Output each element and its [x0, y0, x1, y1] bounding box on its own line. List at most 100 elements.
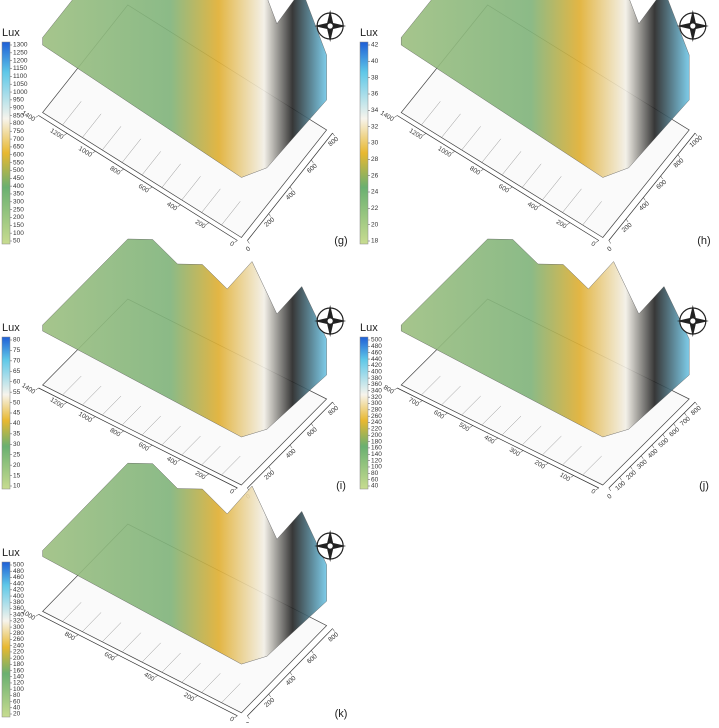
colorbar-tick-label: 380 [13, 599, 24, 606]
colorbar-tick-label: 1250 [13, 50, 28, 57]
left-axis-tick [595, 487, 599, 491]
left-axis [38, 614, 238, 717]
left-axis-tick-label: 1200 [408, 127, 424, 141]
colorbar-tick-label: 200 [13, 214, 24, 221]
colorbar-tick-label: 360 [13, 605, 24, 612]
colorbar-tick-label: 24 [371, 189, 379, 196]
left-axis-tick-label: 0 [590, 240, 597, 248]
room-outline [62, 602, 82, 622]
colorbar-tick-label: 140 [371, 451, 382, 458]
room-outline [201, 188, 221, 213]
room-outline [82, 385, 102, 406]
compass-center [326, 542, 334, 550]
room-outline [102, 622, 122, 642]
right-axis-tick [625, 218, 629, 223]
right-axis-tick [247, 715, 250, 719]
right-axis-tick-label: 1000 [688, 134, 704, 149]
right-axis-tick-label: 100 [614, 480, 627, 493]
colorbar-tick-label: 60 [13, 378, 21, 385]
colorbar-tick-label: 380 [371, 375, 382, 382]
right-axis-tick [651, 444, 655, 449]
colorbar-tick-label: 460 [13, 574, 24, 581]
left-axis-tick-label: 600 [137, 183, 150, 195]
right-axis-tick [311, 423, 314, 427]
colorbar-tick-label: 440 [13, 580, 24, 587]
right-axis-tick [660, 175, 663, 180]
right-axis-tick-label: 500 [657, 437, 670, 450]
colorbar-tick-label: 300 [13, 624, 24, 631]
colorbar-tick-label: 20 [13, 462, 21, 469]
colorbar-tick-label: 150 [13, 222, 24, 229]
colorbar-tick-label: 650 [13, 144, 24, 151]
right-axis-tick-label: 200 [263, 469, 276, 482]
room-outline [161, 425, 181, 446]
left-axis-tick [149, 444, 153, 448]
left-axis-tick-label: 700 [407, 397, 420, 409]
right-axis-tick-label: 600 [306, 426, 319, 439]
left-axis-tick [35, 614, 39, 617]
right-axis-tick-label: 400 [647, 447, 660, 460]
room-outline [121, 632, 142, 653]
left-axis-tick [63, 133, 68, 136]
right-axis-tick-label: 600 [668, 426, 681, 439]
left-axis-tick [63, 402, 68, 405]
left-axis-tick-label: 0 [590, 488, 597, 496]
colorbar-tick-label: 600 [13, 151, 24, 158]
left-axis-tick-label: 200 [194, 219, 207, 231]
left-axis-tick-label: 0 [228, 240, 235, 248]
colorbar-tick-label: 32 [371, 123, 379, 130]
colorbar-tick-label: 250 [13, 206, 24, 213]
compass-center [689, 22, 697, 30]
colorbar-tick-label: 120 [13, 680, 24, 687]
colorbar-tick-label: 240 [371, 419, 382, 426]
room-outline [121, 138, 142, 163]
left-axis-tick [120, 430, 124, 434]
left-axis-tick-label: 200 [555, 219, 568, 231]
illuminance-surface [401, 238, 690, 438]
right-axis-tick [608, 487, 612, 492]
left-axis-tick [35, 387, 39, 391]
colorbar-tick-label: 400 [371, 368, 382, 375]
left-axis-tick [394, 115, 398, 118]
colorbar-tick-label: 40 [13, 705, 21, 712]
right-axis-tick [694, 401, 698, 406]
colorbar-tick-label: 60 [13, 698, 21, 705]
room-outline [501, 151, 522, 176]
colorbar-tick-label: 450 [13, 175, 24, 182]
room-outline [542, 176, 562, 201]
panel: Lux5004804604404204003803603403203002802… [1, 462, 347, 728]
room-outline [141, 415, 161, 436]
left-axis-tick [480, 168, 484, 172]
left-axis-tick-label: 1000 [436, 145, 452, 159]
colorbar-tick-label: 25 [13, 451, 21, 458]
colorbar-tick-label: 34 [371, 107, 379, 114]
compass-center [326, 22, 334, 30]
colorbar-tick-label: 20 [371, 221, 379, 228]
left-axis-tick [35, 115, 39, 118]
room-outline [181, 176, 201, 201]
left-axis-tick-label: 600 [137, 441, 150, 453]
right-axis-tick [332, 401, 335, 406]
colorbar [359, 336, 369, 490]
left-axis-tick [570, 475, 574, 478]
compass-center [689, 317, 697, 325]
left-axis-tick-label: 300 [508, 447, 521, 459]
left-axis-tick-label: 1200 [49, 127, 65, 141]
colorbar-tick-label: 80 [13, 337, 21, 344]
illuminance-surface [401, 0, 690, 178]
room-outline [121, 405, 142, 426]
colorbar-tick-label: 80 [371, 470, 379, 477]
colorbar-tick-label: 65 [13, 368, 21, 375]
colorbar-tick-label: 440 [371, 356, 382, 363]
room-outline [582, 201, 602, 226]
room-outline [82, 113, 102, 138]
room-outline [501, 415, 522, 436]
colorbar-tick-label: 260 [371, 413, 382, 420]
colorbar-tick-label: 28 [371, 156, 379, 163]
colorbar-tick-label: 35 [13, 431, 21, 438]
right-axis-tick [268, 693, 271, 698]
left-axis-tick [566, 222, 571, 225]
room-outline [461, 126, 481, 151]
right-axis-tick [684, 412, 687, 416]
room-outline [201, 673, 221, 693]
